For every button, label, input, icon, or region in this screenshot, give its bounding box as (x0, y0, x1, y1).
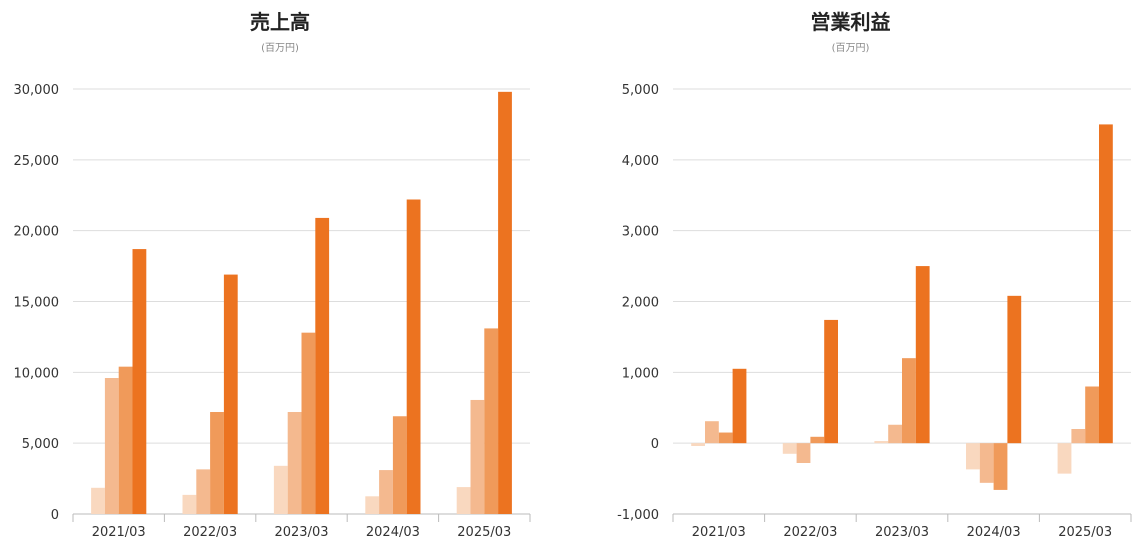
bar (993, 443, 1008, 490)
y-tick-label: 2,000 (622, 296, 659, 311)
sales-chart-panel: 売上高 (百万円) 0 5,000 10,000 15,000 20,000 25,000… (0, 0, 560, 548)
y-tick-label: -1,000 (617, 508, 659, 523)
chart-title: 営業利益 (810, 10, 891, 34)
sales-bar-chart: 0 5,000 10,000 15,000 20,000 25,000 30,000 2021… (14, 83, 531, 540)
bar (392, 416, 407, 514)
chart-unit-label: (百万円) (261, 43, 299, 54)
y-tick-label: 3,000 (622, 225, 659, 240)
y-tick-label: 10,000 (14, 366, 60, 381)
y-tick-label: 5,000 (22, 437, 59, 452)
bar (182, 494, 197, 514)
x-tick-label: 2023/03 (274, 525, 328, 540)
bar (91, 487, 105, 514)
bar (1007, 295, 1022, 444)
y-tick-label: 25,000 (14, 154, 60, 169)
bar (1099, 124, 1113, 444)
bar (966, 443, 980, 470)
bar (874, 441, 889, 444)
bar (824, 319, 838, 444)
y-tick-label: 1,000 (622, 366, 659, 381)
bar (456, 487, 471, 514)
bar (210, 412, 224, 514)
bar (705, 421, 719, 444)
operating-profit-chart-panel: 営業利益 (百万円) -1,000 0 1,000 2,000 3,000 4,000 5,… (560, 0, 1141, 548)
bar (315, 217, 330, 514)
bar (810, 436, 825, 444)
bar (470, 399, 485, 514)
chart-unit-label: (百万円) (831, 43, 870, 54)
bar (273, 465, 288, 514)
x-tick-label: 2025/03 (1058, 525, 1112, 540)
bar (498, 91, 512, 514)
chart-title: 売上高 (250, 10, 310, 34)
x-tick-label: 2023/03 (875, 525, 929, 540)
bar (1085, 386, 1099, 444)
bar (902, 358, 916, 444)
x-tick-label: 2021/03 (692, 525, 746, 540)
bar (132, 249, 147, 515)
bar (979, 443, 994, 483)
x-tick-label: 2022/03 (183, 525, 237, 540)
y-tick-label: 30,000 (14, 83, 60, 98)
bar (484, 328, 499, 514)
y-tick-label: 4,000 (622, 154, 659, 169)
bar (287, 412, 302, 514)
bar (1071, 429, 1086, 444)
bar (782, 443, 797, 454)
x-tick-label: 2021/03 (92, 525, 146, 540)
bar (718, 432, 733, 444)
bar (365, 496, 380, 514)
x-tick-label: 2024/03 (366, 525, 420, 540)
bar (379, 470, 393, 514)
bar (915, 266, 930, 444)
bar (1057, 443, 1072, 474)
bar (196, 469, 211, 514)
bar (301, 332, 316, 514)
y-tick-label: 0 (51, 508, 59, 523)
bar (691, 443, 705, 446)
bar (732, 368, 747, 444)
x-tick-label: 2025/03 (457, 525, 511, 540)
bar (406, 199, 421, 514)
bar (223, 274, 238, 514)
y-tick-label: 5,000 (622, 83, 659, 98)
bar (118, 366, 133, 514)
y-tick-label: 20,000 (14, 225, 60, 240)
y-tick-label: 0 (651, 437, 659, 452)
y-tick-label: 15,000 (14, 296, 60, 311)
bar (888, 424, 902, 444)
x-tick-label: 2022/03 (783, 525, 837, 540)
x-tick-label: 2024/03 (967, 525, 1021, 540)
operating-profit-bar-chart: -1,000 0 1,000 2,000 3,000 4,000 5,000 2021/03 2… (617, 83, 1132, 540)
bar (796, 443, 811, 463)
bar (104, 378, 119, 514)
